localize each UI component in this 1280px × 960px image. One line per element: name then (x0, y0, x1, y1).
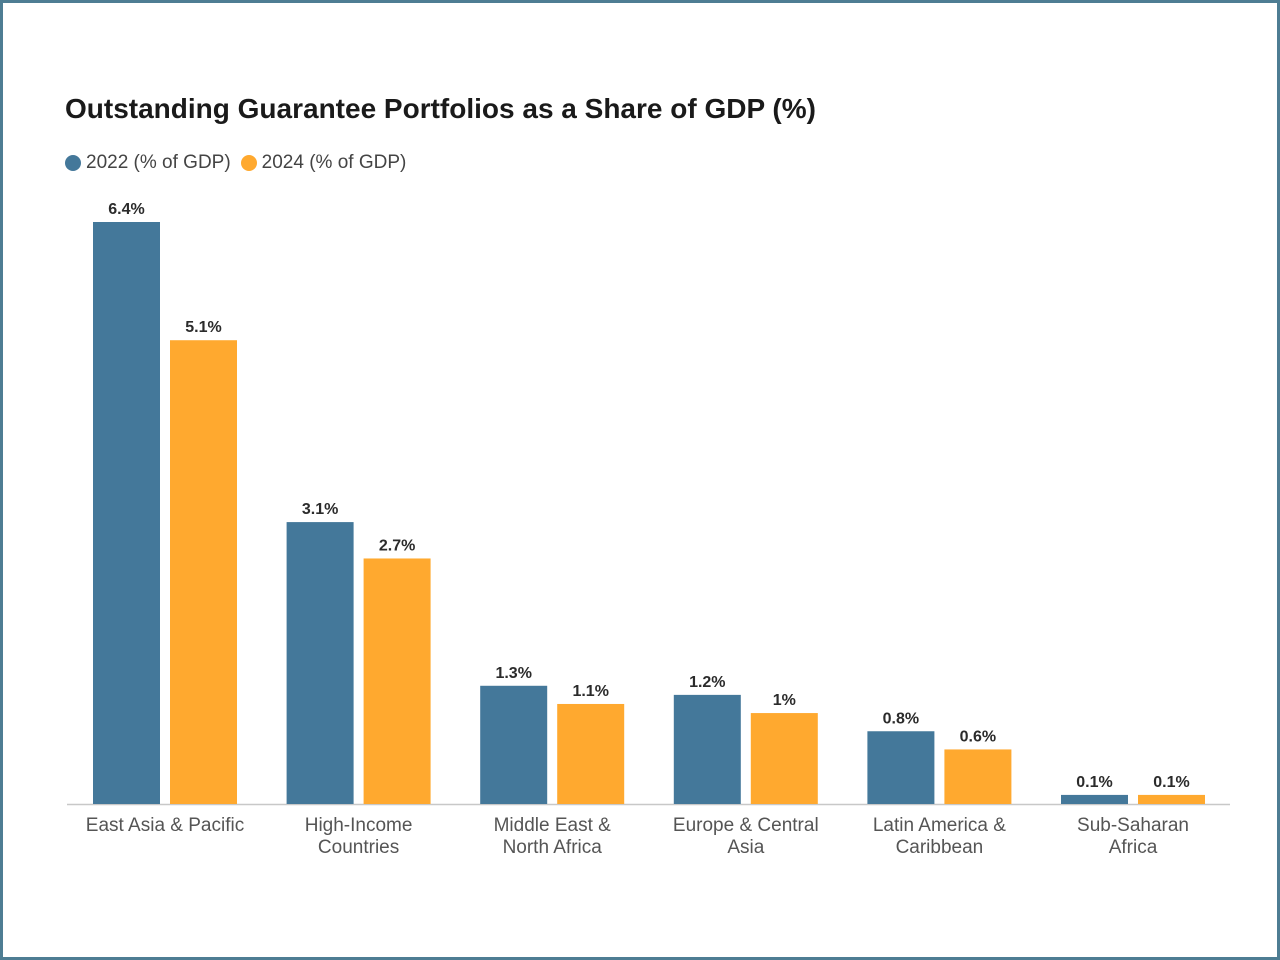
category-label-5-line-0: Sub-Saharan (1077, 815, 1189, 836)
data-label-2022-0: 6.4% (108, 201, 144, 218)
bar-2022-2[interactable] (480, 685, 548, 804)
bar-2024-1[interactable] (363, 558, 431, 804)
legend-item-2022[interactable]: 2022 (% of GDP) (65, 152, 231, 174)
category-label-3-line-0: Europe & Central (673, 815, 819, 836)
bar-2022-4[interactable] (867, 731, 935, 804)
category-label-4-line-1: Caribbean (896, 837, 984, 858)
bar-2022-3[interactable] (673, 694, 741, 804)
legend-marker-2024 (240, 155, 257, 171)
category-label-2-line-1: North Africa (503, 837, 603, 858)
data-label-2022-3: 1.2% (689, 674, 725, 691)
category-label-1-line-0: High-Income (305, 815, 413, 836)
legend-label-2024: 2024 (% of GDP) (261, 152, 407, 173)
chart-title: Outstanding Guarantee Portfolios as a Sh… (65, 93, 816, 124)
bar-2024-0[interactable] (170, 340, 237, 804)
category-label-4-line-0: Latin America & (873, 815, 1006, 836)
data-label-2024-4: 0.6% (960, 728, 996, 745)
data-label-2024-0: 5.1% (185, 319, 221, 336)
legend-item-2024[interactable]: 2024 (% of GDP) (240, 152, 407, 174)
bar-2024-3[interactable] (750, 713, 818, 804)
category-label-3-line-1: Asia (727, 837, 764, 858)
data-label-2022-2: 1.3% (495, 665, 531, 682)
bar-2024-5[interactable] (1138, 794, 1205, 804)
data-label-2022-4: 0.8% (883, 710, 919, 727)
data-label-2024-2: 1.1% (572, 683, 608, 700)
category-label-1-line-1: Countries (318, 837, 399, 858)
data-label-2022-5: 0.1% (1076, 774, 1112, 791)
bar-2022-0[interactable] (93, 222, 160, 804)
bar-2022-5[interactable] (1061, 794, 1128, 804)
data-label-2022-1: 3.1% (302, 501, 338, 518)
bar-2022-1[interactable] (286, 522, 354, 804)
category-label-5-line-1: Africa (1109, 837, 1158, 858)
data-label-2024-5: 0.1% (1153, 774, 1189, 791)
category-label-0-line-0: East Asia & Pacific (86, 815, 244, 836)
chart-legend: 2022 (% of GDP) 2024 (% of GDP) (65, 152, 406, 174)
category-label-2-line-0: Middle East & (494, 815, 612, 836)
legend-label-2022: 2022 (% of GDP) (86, 152, 231, 173)
bar-2024-2[interactable] (557, 703, 625, 804)
data-label-2024-1: 2.7% (379, 537, 415, 554)
bar-2024-4[interactable] (944, 749, 1012, 804)
data-label-2024-3: 1% (773, 692, 796, 709)
legend-marker-2022 (65, 155, 81, 171)
